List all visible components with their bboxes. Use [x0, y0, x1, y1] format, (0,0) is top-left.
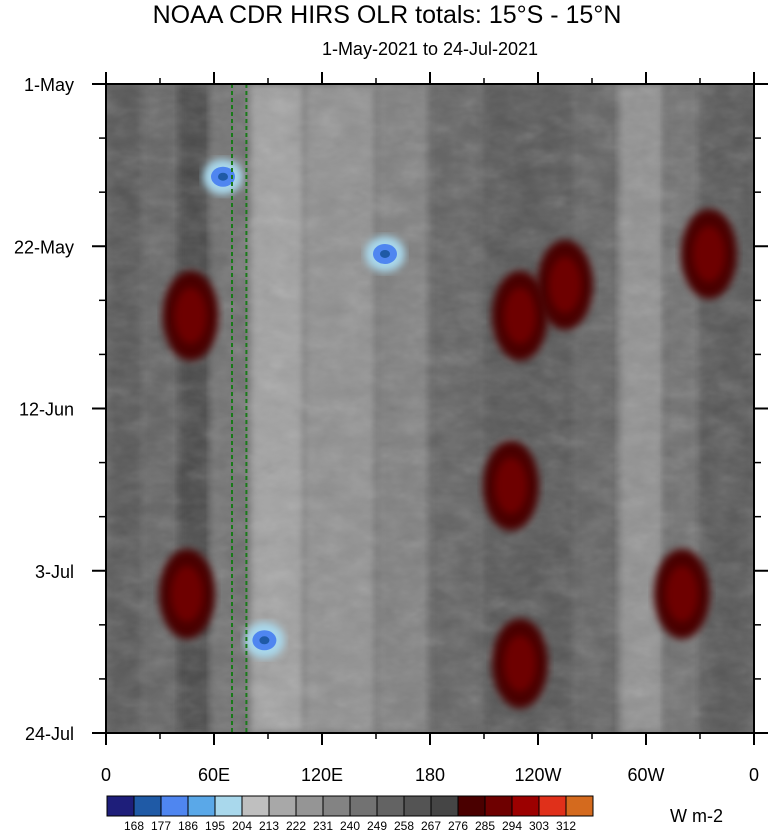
x-tick-label: 60W: [627, 765, 664, 785]
x-tick-label: 60E: [198, 765, 230, 785]
colorbar-label: 177: [151, 819, 171, 833]
feature-high-olr-core: [504, 635, 536, 692]
chart-subtitle: 1-May-2021 to 24-Jul-2021: [321, 39, 539, 59]
x-tick-label: 120W: [514, 765, 561, 785]
colorbar-swatch: [484, 795, 513, 817]
colorbar-swatch: [457, 795, 486, 817]
x-tick-label: 0: [101, 765, 111, 785]
colorbar-swatch: [214, 795, 243, 817]
feature-low-olr-center: [259, 636, 270, 645]
x-tick-label: 180: [415, 765, 445, 785]
colorbar-label: 312: [556, 819, 576, 833]
colorbar-swatch: [376, 795, 405, 817]
colorbar-swatch: [268, 795, 297, 817]
colorbar-swatch: [187, 795, 216, 817]
colorbar-swatch: [511, 795, 540, 817]
colorbar-swatch: [565, 795, 594, 817]
colorbar-label: 267: [421, 819, 441, 833]
colorbar-swatch: [106, 795, 135, 817]
colorbar-swatch: [133, 795, 162, 817]
feature-high-olr-core: [549, 256, 581, 313]
colorbar-label: 168: [124, 819, 144, 833]
colorbar-swatch: [295, 795, 324, 817]
colorbar-label: 204: [232, 819, 252, 833]
y-tick-label: 1-May: [24, 75, 74, 95]
x-tick-label: 0: [749, 765, 759, 785]
colorbar-label: 249: [367, 819, 387, 833]
x-tick-label: 120E: [301, 765, 343, 785]
colorbar-swatch: [403, 795, 432, 817]
colorbar-label: 294: [502, 819, 522, 833]
feature-high-olr-core: [174, 287, 207, 344]
colorbar: 168 177 186 195 204 213 222 231 240 249 258 267 276 2…: [106, 795, 594, 833]
colorbar-label: 276: [448, 819, 468, 833]
colorbar-swatch: [538, 795, 567, 817]
y-axis: 1-May 22-May 12-Jun 3-Jul 24-Jul: [14, 75, 768, 744]
feature-high-olr-core: [495, 457, 527, 514]
feature-high-olr-core: [504, 287, 536, 344]
colorbar-label: 222: [286, 819, 306, 833]
y-tick-label: 24-Jul: [25, 724, 74, 744]
olr-field: [106, 84, 754, 733]
colorbar-label: 231: [313, 819, 333, 833]
colorbar-label: 195: [205, 819, 225, 833]
colorbar-label: 285: [475, 819, 495, 833]
feature-low-olr-center: [218, 172, 228, 181]
chart-title: NOAA CDR HIRS OLR totals: 15°S - 15°N: [152, 1, 622, 29]
colorbar-swatch: [160, 795, 189, 817]
feature-low-olr-center: [380, 249, 390, 258]
colorbar-label: 240: [340, 819, 360, 833]
colorbar-units: W m-2: [670, 806, 723, 826]
colorbar-label: 303: [529, 819, 549, 833]
feature-high-olr-core: [666, 565, 698, 622]
colorbar-swatch: [322, 795, 351, 817]
colorbar-swatch: [349, 795, 378, 817]
colorbar-label: 258: [394, 819, 414, 833]
colorbar-swatch: [430, 795, 459, 817]
colorbar-label: 213: [259, 819, 279, 833]
colorbar-swatch: [241, 795, 270, 817]
reference-lines: [231, 84, 248, 733]
feature-high-olr-core: [693, 225, 725, 282]
colorbar-label: 186: [178, 819, 198, 833]
feature-high-olr-core: [171, 565, 203, 622]
y-tick-label: 12-Jun: [19, 400, 74, 420]
y-tick-label: 3-Jul: [35, 562, 74, 582]
y-tick-label: 22-May: [14, 237, 74, 257]
field-texture: [106, 84, 754, 733]
x-axis: 0 60E 120E 180 120W 60W 0: [101, 72, 759, 785]
